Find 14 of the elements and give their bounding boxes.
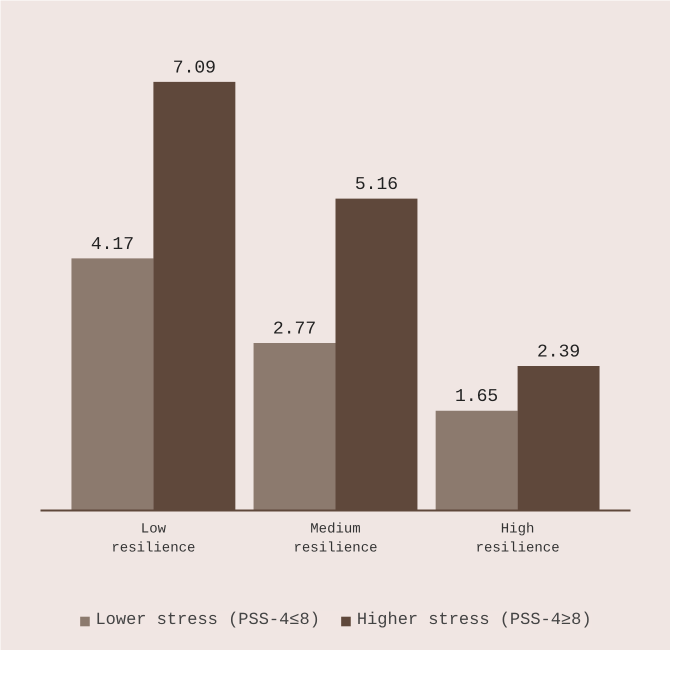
x-tick-label: High resilience [476,522,560,557]
legend-label: Higher stress (PSS-4≥8) [356,611,592,630]
data-label: 2.39 [536,342,580,362]
x-tick-label: Low resilience [111,522,196,557]
data-label: 4.17 [90,234,134,255]
data-label: 7.09 [172,58,216,78]
bar [254,343,336,510]
data-label: 5.16 [354,174,398,195]
data-label: 2.77 [272,319,316,340]
bar [71,258,154,510]
x-tick-label: Medium resilience [293,522,378,557]
legend-label: Lower stress (PSS-4≤8) [95,611,320,630]
bar [436,410,518,510]
data-label: 1.65 [455,387,498,408]
